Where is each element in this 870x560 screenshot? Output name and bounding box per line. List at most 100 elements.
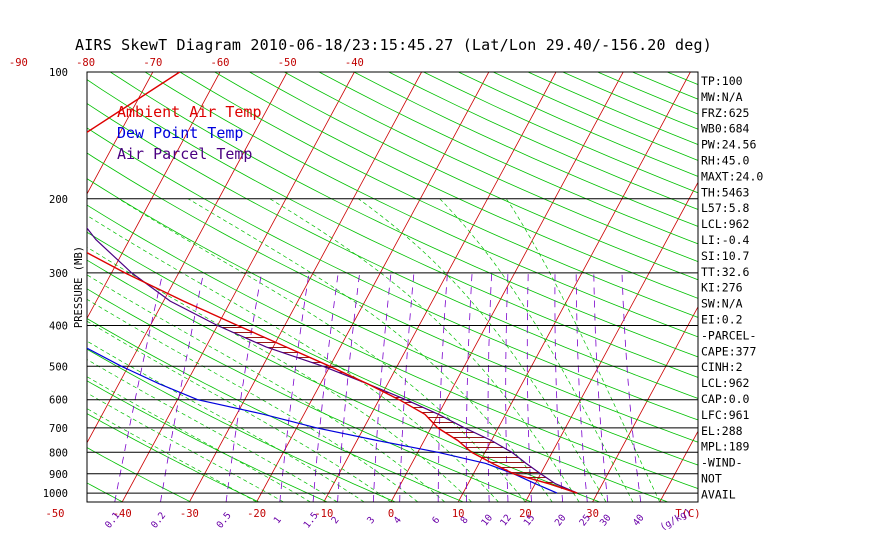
hatch-area: [217, 325, 578, 494]
bottom-temperature-tick: 10: [452, 508, 465, 520]
dry-adiabat-line: [493, 72, 698, 161]
dry-adiabat-line: [87, 204, 698, 490]
mixing-ratio-line: [337, 272, 361, 502]
side-panel-item: EI:0.2: [701, 313, 743, 327]
top-temperature-tick: -40: [345, 57, 364, 69]
side-panel-item: LI:-0.4: [701, 233, 750, 247]
side-panel-item: PW:24.56: [701, 138, 756, 152]
mixing-ratio-line: [575, 272, 588, 502]
mixing-ratio-line: [593, 272, 609, 502]
pressure-grid-lines: [86, 71, 699, 503]
side-panel-item: TP:100: [701, 74, 743, 88]
mixing-ratio-tick: 4: [392, 515, 404, 527]
dewpoint-line: [87, 347, 558, 494]
side-panel-item: SW:N/A: [701, 297, 743, 311]
moist-adiabat-line: [87, 408, 257, 502]
legend-ambient: Ambient Air Temp: [117, 103, 262, 121]
side-panel-item: KI:276: [701, 281, 743, 295]
dry-adiabat-line: [144, 72, 698, 338]
mixing-ratio-tick: 12: [498, 513, 514, 529]
moist-adiabat-line: [87, 359, 338, 502]
isotherm-line: [87, 72, 154, 195]
mixing-ratio-tick: 10: [479, 512, 495, 528]
dry-adiabat-line: [87, 127, 698, 421]
legend-dewpoint: Dew Point Temp: [117, 124, 243, 142]
top-temperature-tick: -70: [143, 57, 162, 69]
mixing-ratio-tick: 0.5: [215, 510, 234, 530]
moist-adiabat-line: [187, 198, 553, 502]
pressure-tick-label: 1000: [43, 488, 68, 500]
dry-adiabat-line: [458, 72, 698, 177]
isotherm-lines: [0, 72, 870, 502]
moist-adiabat-line: [87, 246, 472, 502]
isotherm-line: [256, 72, 490, 502]
isotherm-line: [727, 72, 870, 502]
isotherm-line: [0, 72, 18, 502]
side-panel-item: MW:N/A: [701, 90, 743, 104]
side-panel-item: LCL:962: [701, 217, 749, 231]
mixing-ratio-line: [312, 272, 339, 502]
side-panel-item: TT:32.6: [701, 265, 750, 279]
pressure-tick-label: 300: [49, 268, 68, 280]
bottom-temperature-tick: 20: [519, 508, 532, 520]
pressure-tick-label: 400: [49, 321, 68, 333]
moist-adiabat-line: [87, 274, 446, 502]
top-temperature-tick: -80: [76, 57, 95, 69]
dry-adiabat-line: [87, 447, 192, 502]
isotherm-line: [87, 72, 221, 320]
chart-title: AIRS SkewT Diagram 2010-06-18/23:15:45.2…: [75, 36, 712, 54]
mixing-ratio-line: [114, 272, 164, 502]
dry-adiabat-line: [87, 380, 328, 502]
mixing-ratio-tick: 1: [272, 515, 284, 527]
side-panel-item: LCL:962: [701, 376, 749, 390]
side-panel-item: RH:45.0: [701, 154, 750, 168]
dry-adiabat-line: [87, 231, 669, 502]
isotherm-line: [592, 305, 698, 502]
top-temperature-tick: -90: [9, 57, 28, 69]
mixing-ratio-tick: 30: [598, 512, 614, 528]
pressure-tick-label: 100: [49, 67, 68, 79]
dry-adiabat-lines: [0, 72, 870, 502]
mixing-ratio-tick: 0.2: [149, 510, 168, 530]
dry-adiabat-line: [0, 72, 55, 502]
moist-adiabat-line: [118, 198, 526, 502]
isotherm-line: [525, 181, 698, 502]
dry-adiabat-line: [284, 72, 698, 263]
dry-adiabat-line: [249, 72, 698, 281]
side-panel: TP:100 MW:N/A FRZ:625 WB0:684 PW:24.56 RH:45.…: [701, 74, 763, 501]
dry-adiabat-line: [87, 103, 698, 399]
isotherm-line: [323, 72, 557, 502]
isotherm-line: [659, 430, 698, 502]
dry-adiabat-line: [737, 72, 870, 502]
bottom-temperature-tick: -40: [113, 508, 132, 520]
moist-adiabat-line: [87, 298, 419, 502]
dry-adiabat-line: [318, 72, 698, 245]
isotherm-line: [457, 72, 691, 502]
bottom-temperature-tick: 30: [586, 508, 599, 520]
bottom-temperature-tick: -30: [180, 508, 199, 520]
side-panel-item: AVAIL: [701, 487, 736, 501]
bottom-temperature-tick: -50: [46, 508, 65, 520]
dry-adiabat-line: [87, 413, 260, 502]
y-axis-label: PRESSURE (MB): [73, 246, 85, 328]
mixing-ratio-line: [554, 272, 563, 502]
moist-adiabat-line: [87, 215, 499, 502]
side-panel-item: CAPE:377: [701, 344, 756, 358]
mixing-ratio-line: [526, 272, 532, 502]
moist-adiabat-line: [269, 198, 580, 502]
dry-adiabat-line: [87, 178, 698, 466]
moist-adiabat-line: [506, 198, 661, 502]
side-panel-item: SI:10.7: [701, 249, 750, 263]
moist-adiabat-line: [87, 340, 365, 502]
side-panel-item: MAXT:24.0: [701, 169, 763, 183]
dry-adiabat-line: [87, 152, 698, 443]
mixing-ratio-tick: 3: [365, 515, 377, 526]
dry-adiabat-line: [110, 72, 698, 358]
bottom-axis-label: T(C): [675, 508, 700, 520]
moist-adiabat-line: [358, 198, 607, 502]
side-panel-item: MPL:189: [701, 440, 750, 454]
isotherm-line: [794, 72, 870, 502]
sounding-series: [87, 72, 578, 494]
axis-labels: 1002003004005006007008009001000PRESSURE …: [9, 57, 701, 533]
